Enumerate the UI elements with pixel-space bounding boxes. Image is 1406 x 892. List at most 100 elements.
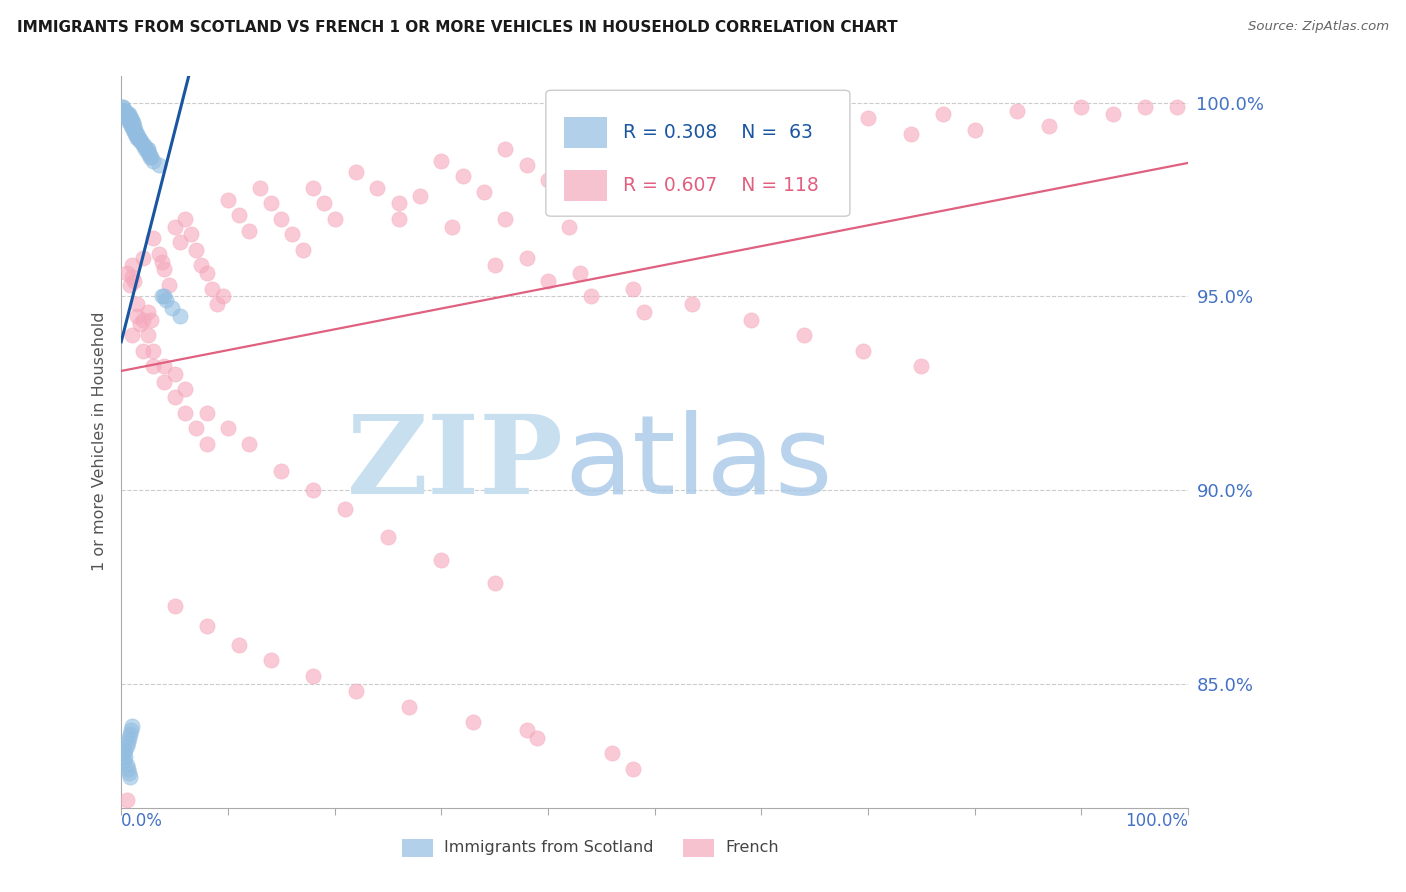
Point (118, 731, 141, 745)
Point (1135, 100, 1157, 114)
Point (131, 135, 153, 149)
Point (335, 502, 357, 516)
Point (793, 119, 815, 133)
Text: French: French (725, 840, 779, 855)
Point (118, 277, 141, 292)
Point (388, 211, 411, 226)
Point (136, 142, 159, 156)
FancyBboxPatch shape (546, 90, 849, 216)
Bar (564, 170, 606, 201)
Point (121, 259, 143, 273)
Point (228, 208, 250, 222)
Point (114, 103, 136, 118)
Point (516, 723, 538, 738)
Point (600, 150, 623, 164)
Point (900, 127, 922, 141)
Point (312, 196, 335, 211)
Point (118, 115, 141, 129)
Point (122, 123, 145, 137)
Point (112, 103, 135, 118)
Point (558, 219, 581, 234)
Point (117, 107, 139, 121)
Point (122, 123, 145, 137)
Point (270, 211, 292, 226)
Point (579, 289, 602, 303)
Point (138, 146, 160, 161)
Point (112, 754, 135, 768)
Point (377, 529, 399, 543)
Point (195, 436, 218, 450)
Point (153, 359, 176, 373)
Point (190, 259, 212, 273)
Point (174, 406, 197, 420)
Text: R = 0.308    N =  63: R = 0.308 N = 63 (623, 123, 813, 142)
Point (150, 254, 173, 268)
Point (217, 193, 239, 207)
Point (118, 770, 141, 784)
Point (302, 181, 325, 195)
Point (150, 289, 173, 303)
Point (1007, 103, 1029, 118)
Point (120, 723, 142, 738)
Point (217, 421, 239, 435)
Point (388, 196, 411, 211)
Point (195, 406, 218, 420)
Point (129, 317, 152, 331)
Point (136, 146, 159, 161)
Point (142, 359, 165, 373)
Point (494, 142, 516, 156)
Point (201, 282, 224, 296)
Point (526, 731, 548, 745)
Point (516, 251, 538, 265)
Point (600, 747, 623, 761)
Point (115, 739, 138, 753)
Point (118, 115, 141, 129)
Point (118, 112, 141, 126)
Point (118, 765, 141, 780)
Point (121, 270, 143, 285)
Point (537, 173, 560, 187)
Point (621, 762, 644, 776)
Point (127, 130, 149, 145)
Y-axis label: 1 or more Vehicles in Household: 1 or more Vehicles in Household (93, 312, 107, 572)
Point (633, 305, 655, 319)
Point (111, 100, 134, 114)
Point (238, 436, 260, 450)
Point (291, 243, 314, 257)
Point (440, 219, 463, 234)
Point (1038, 119, 1060, 133)
Point (131, 251, 153, 265)
Point (117, 112, 139, 126)
Point (430, 553, 453, 567)
Text: 100.0%: 100.0% (1125, 812, 1188, 830)
Text: IMMIGRANTS FROM SCOTLAND VS FRENCH 1 OR MORE VEHICLES IN HOUSEHOLD CORRELATION C: IMMIGRANTS FROM SCOTLAND VS FRENCH 1 OR … (17, 20, 897, 35)
Text: Source: ZipAtlas.com: Source: ZipAtlas.com (1249, 20, 1389, 33)
Point (323, 211, 346, 226)
Point (207, 297, 229, 311)
Point (115, 266, 138, 280)
Point (761, 138, 783, 153)
Point (114, 107, 136, 121)
Point (344, 684, 367, 698)
Point (366, 181, 388, 195)
Point (115, 112, 138, 126)
Point (127, 130, 149, 145)
Point (115, 758, 138, 772)
Point (163, 599, 186, 614)
Point (665, 127, 688, 141)
Point (155, 293, 177, 308)
Point (129, 135, 152, 149)
Point (174, 382, 197, 396)
Point (169, 309, 191, 323)
Text: atlas: atlas (564, 410, 832, 517)
Point (131, 343, 153, 358)
Point (136, 328, 159, 343)
Point (131, 312, 153, 326)
Point (124, 127, 146, 141)
Point (157, 277, 180, 292)
Point (516, 158, 538, 172)
Point (697, 142, 720, 156)
Point (184, 243, 207, 257)
Point (537, 274, 560, 288)
Point (112, 747, 135, 761)
